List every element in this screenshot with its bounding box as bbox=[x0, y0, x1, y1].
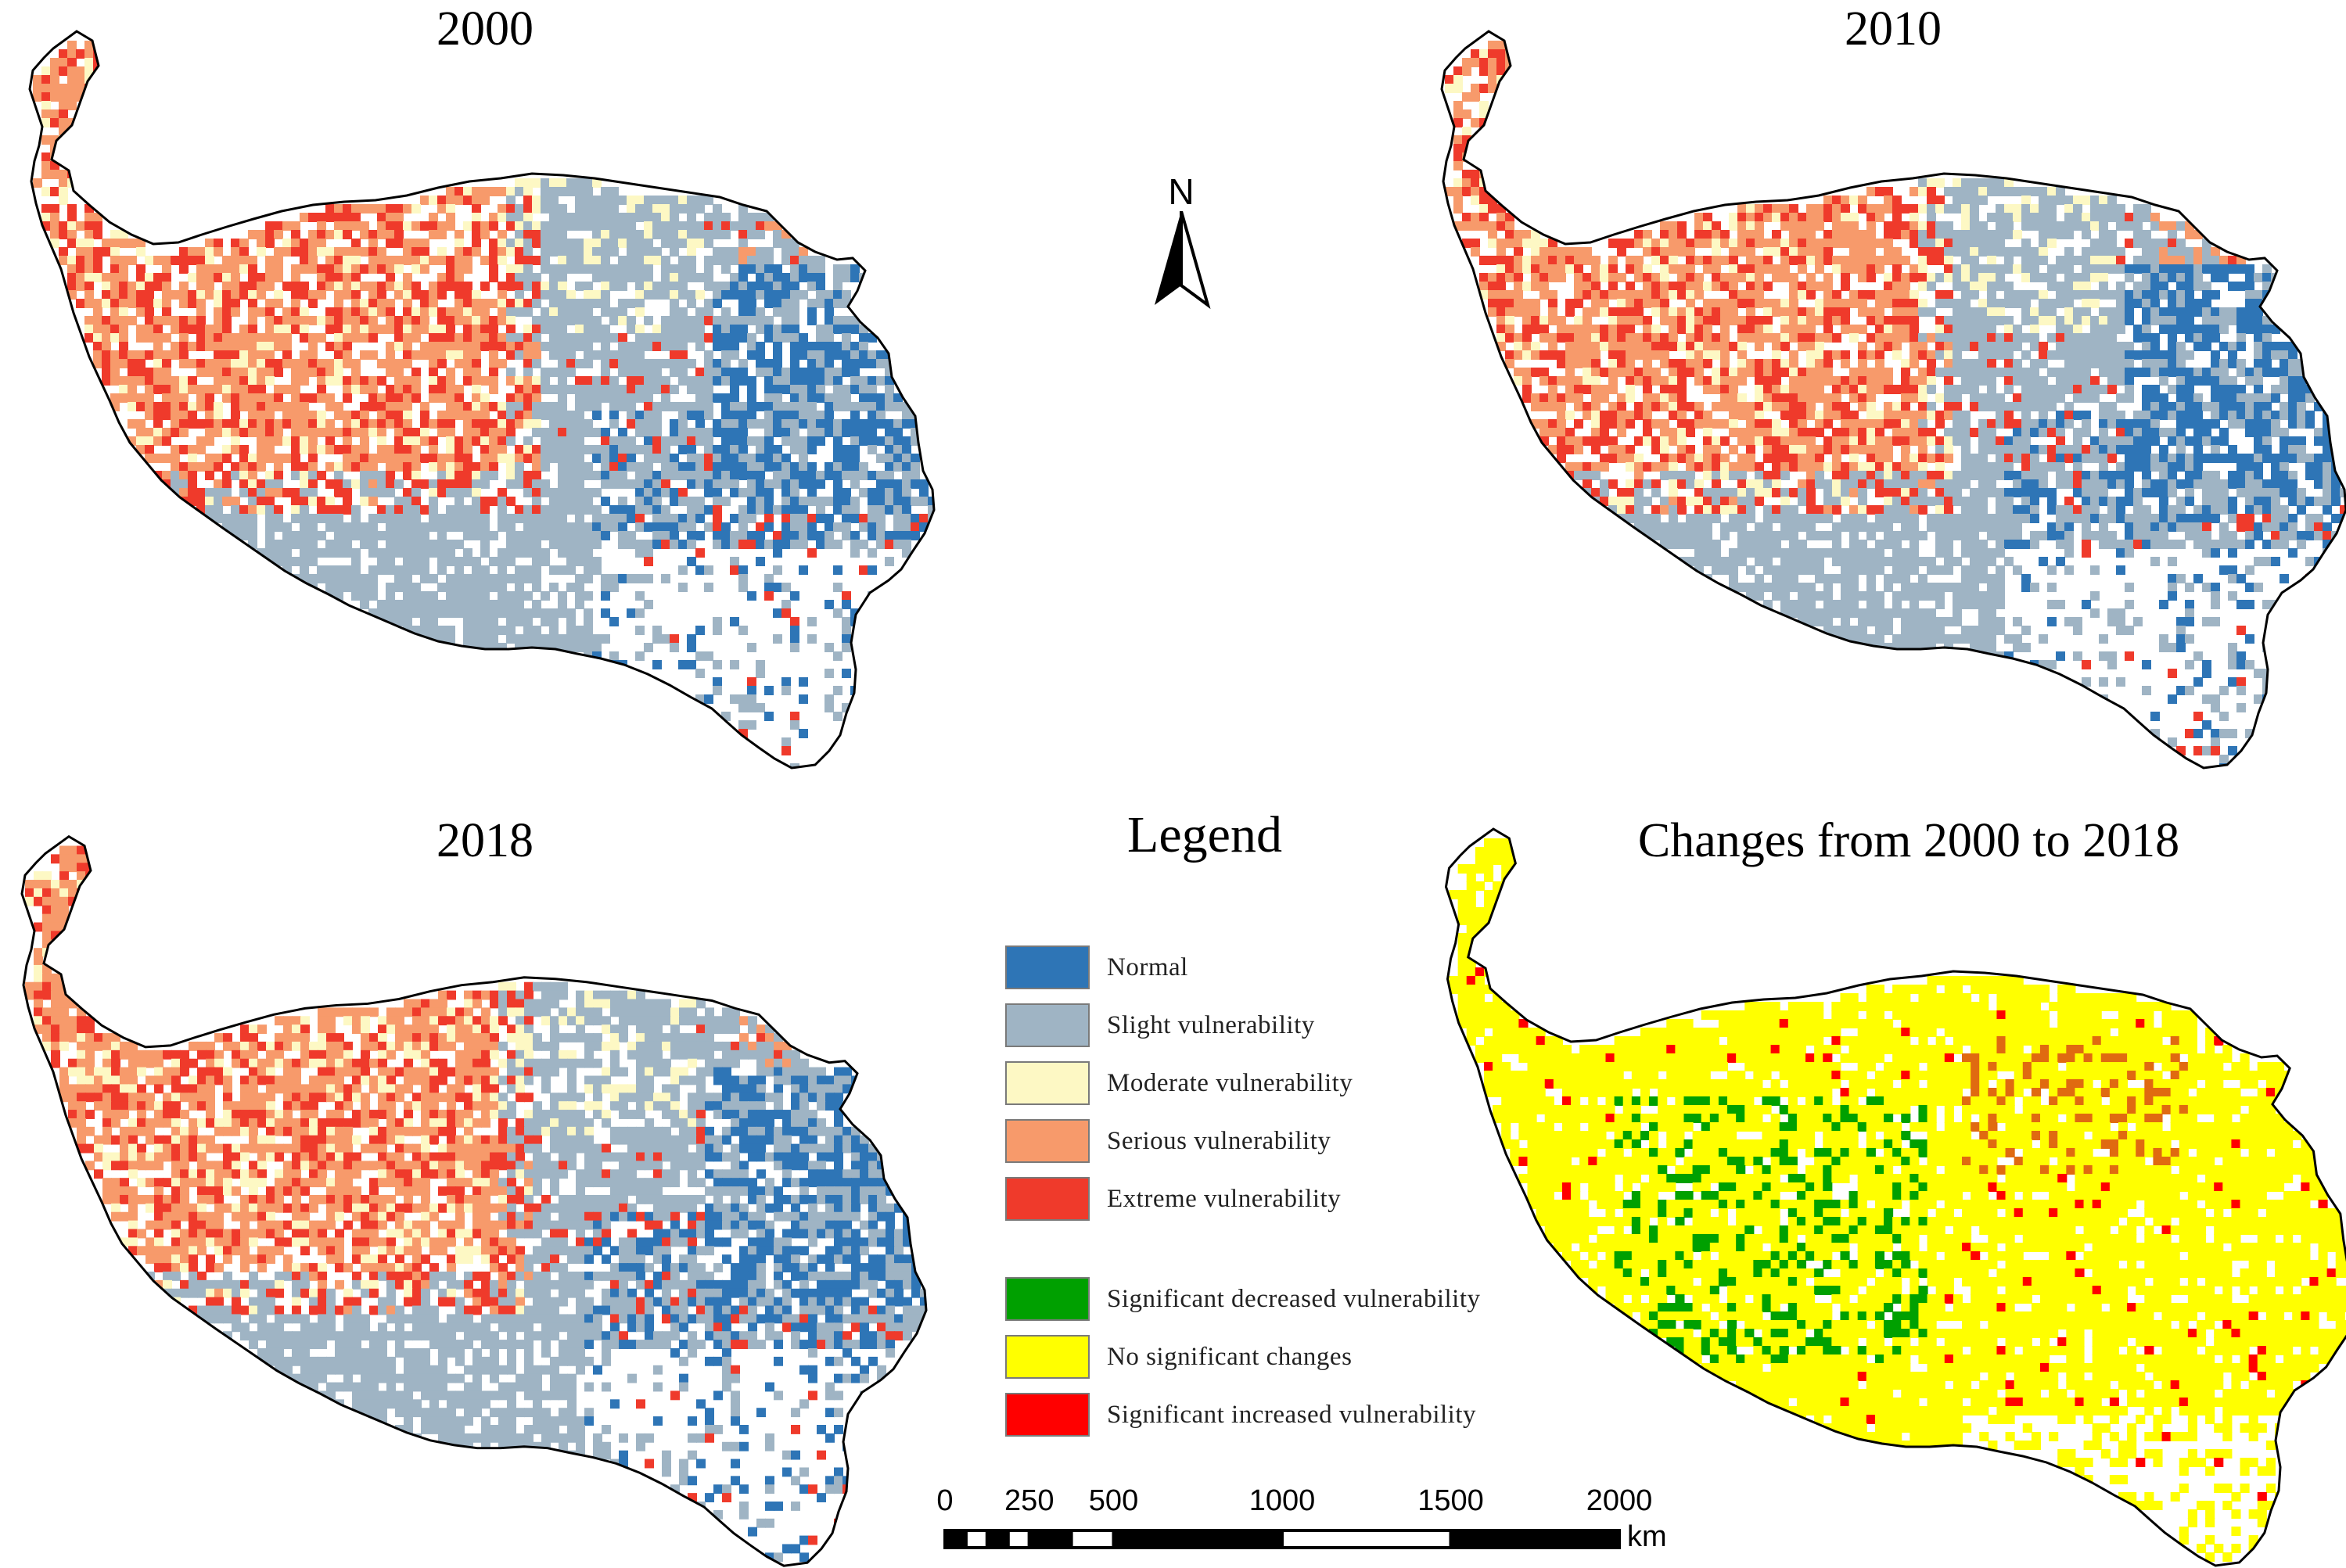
legend-item: Significant decreased vulnerability bbox=[1005, 1276, 1481, 1322]
legend-item: No significant changes bbox=[1005, 1334, 1352, 1380]
legend-label: Significant decreased vulnerability bbox=[1107, 1284, 1481, 1313]
legend-swatch bbox=[1005, 1335, 1090, 1379]
legend-swatch bbox=[1005, 1061, 1090, 1105]
legend-swatch bbox=[1005, 1119, 1090, 1163]
scale-bar-segment bbox=[964, 1529, 989, 1549]
north-arrow: N bbox=[1150, 170, 1213, 319]
scale-bar-segment bbox=[1112, 1529, 1284, 1549]
legend-item: Significant increased vulnerability bbox=[1005, 1392, 1476, 1437]
legend-swatch bbox=[1005, 1177, 1090, 1221]
scale-bar-segment bbox=[1006, 1529, 1031, 1549]
legend-item: Normal bbox=[1005, 945, 1188, 990]
legend-swatch bbox=[1005, 1393, 1090, 1437]
scale-tick-label: 1000 bbox=[1248, 1484, 1316, 1517]
plateau-outline bbox=[20, 834, 928, 1567]
panel-title-2010: 2010 bbox=[1845, 2, 1942, 56]
scale-bar-segment bbox=[1069, 1529, 1116, 1549]
scale-bar-segment bbox=[1449, 1529, 1621, 1549]
legend-title: Legend bbox=[1127, 806, 1282, 863]
legend-label: Moderate vulnerability bbox=[1107, 1068, 1353, 1097]
scale-tick-label: 1500 bbox=[1417, 1484, 1484, 1517]
legend-swatch bbox=[1005, 1003, 1090, 1047]
legend-item: Moderate vulnerability bbox=[1005, 1060, 1353, 1106]
panel-title-2018: 2018 bbox=[437, 814, 534, 867]
panel-title-changes: Changes from 2000 to 2018 bbox=[1637, 814, 2180, 867]
legend-swatch bbox=[1005, 1277, 1090, 1321]
legend-label: Slight vulnerability bbox=[1107, 1010, 1315, 1039]
legend-item: Slight vulnerability bbox=[1005, 1003, 1315, 1048]
plateau-outline bbox=[28, 30, 936, 770]
scale-bar-segment bbox=[985, 1529, 1010, 1549]
legend-label: Normal bbox=[1107, 953, 1188, 981]
legend-swatch bbox=[1005, 945, 1090, 989]
north-arrow-icon bbox=[1155, 211, 1211, 310]
north-label: N bbox=[1168, 171, 1195, 212]
legend-label: Extreme vulnerability bbox=[1107, 1184, 1342, 1213]
legend-label: Serious vulnerability bbox=[1107, 1126, 1331, 1155]
scale-tick-label: 500 bbox=[1088, 1484, 1139, 1517]
scale-bar-segment bbox=[943, 1529, 968, 1549]
plateau-outline bbox=[1444, 827, 2346, 1567]
scale-tick-label: 2000 bbox=[1586, 1484, 1653, 1517]
legend-label: No significant changes bbox=[1107, 1342, 1353, 1371]
plateau-outline bbox=[1440, 30, 2346, 770]
legend-label: Significant increased vulnerability bbox=[1107, 1400, 1477, 1429]
scale-bar-segment bbox=[1281, 1529, 1453, 1549]
scale-unit: km bbox=[1627, 1520, 1667, 1553]
legend-item: Serious vulnerability bbox=[1005, 1118, 1331, 1164]
legend-item: Extreme vulnerability bbox=[1005, 1176, 1341, 1222]
scale-bar-segment bbox=[1027, 1529, 1073, 1549]
panel-title-2000: 2000 bbox=[437, 2, 534, 56]
